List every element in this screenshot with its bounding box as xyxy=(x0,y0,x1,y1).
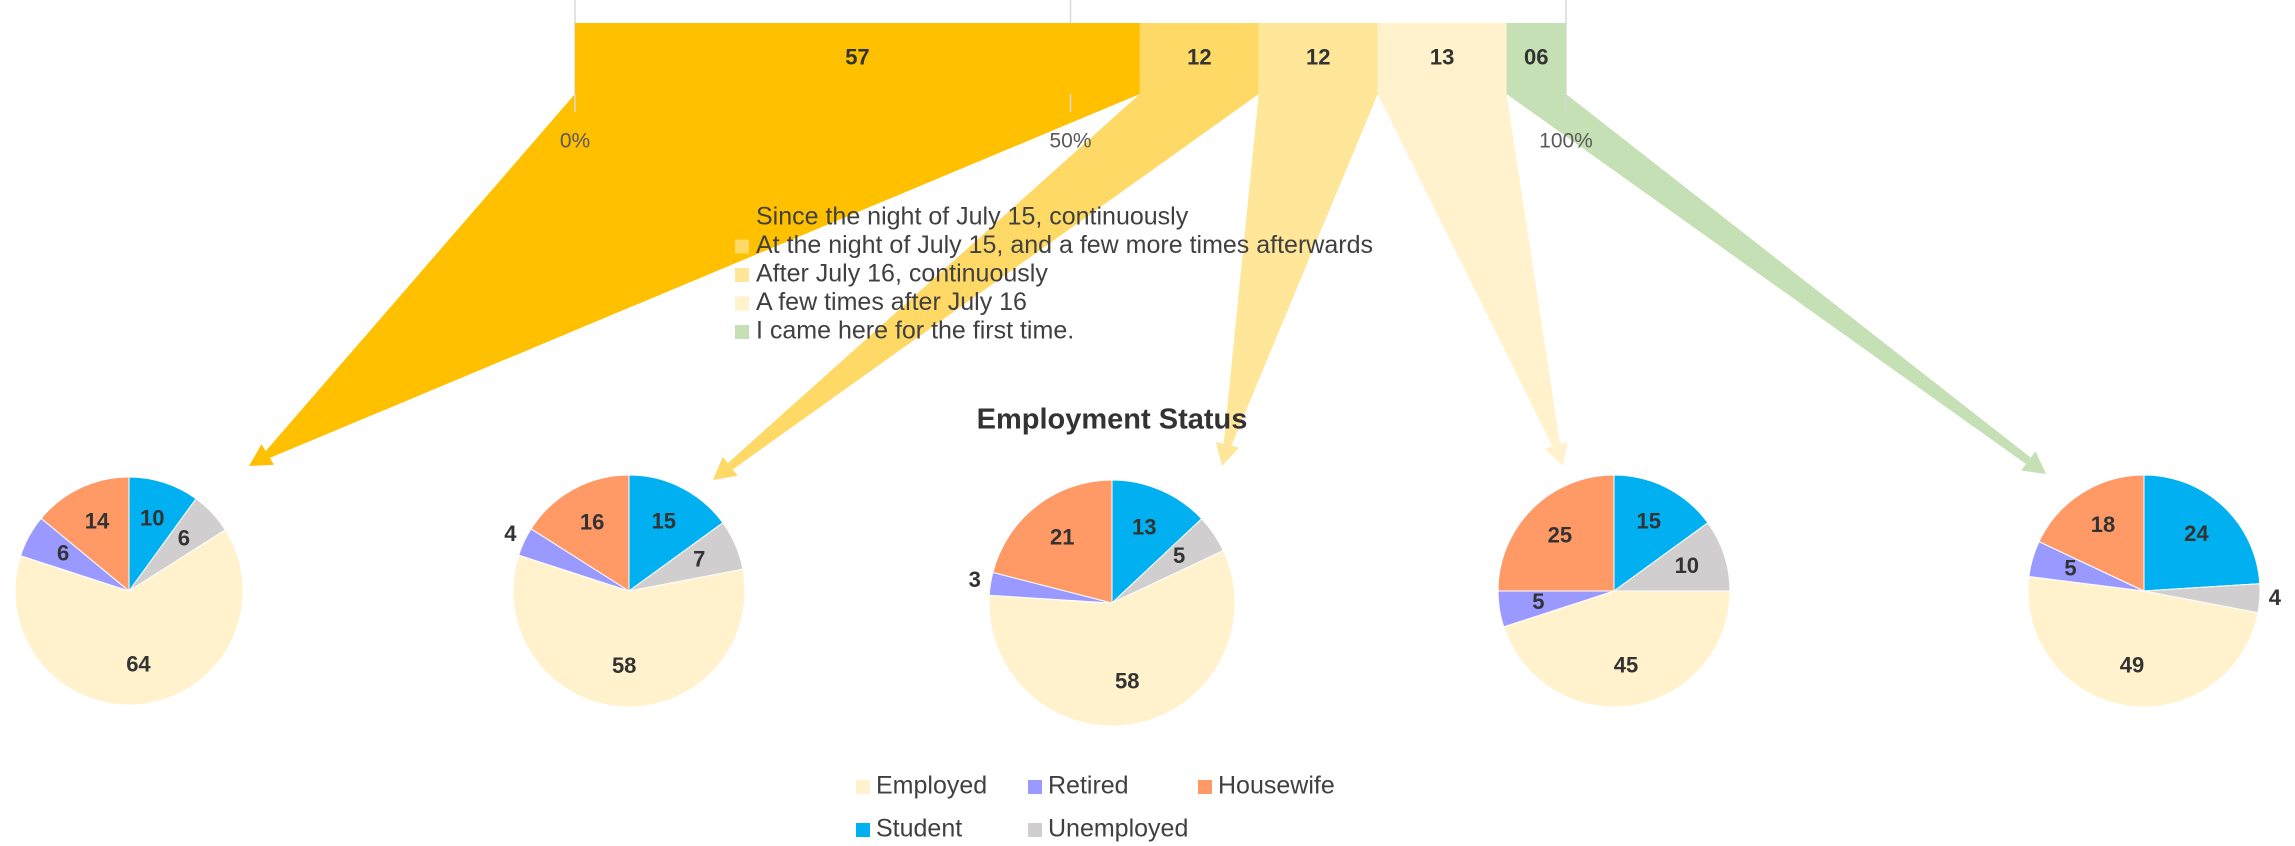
pie-value-label: 58 xyxy=(1115,669,1139,694)
legend-swatch xyxy=(1028,823,1042,837)
legend-swatch xyxy=(735,239,749,254)
pie-value-label: 6 xyxy=(178,525,190,550)
bar-value-label: 06 xyxy=(1524,44,1548,69)
chart-title: Employment Status xyxy=(977,404,1248,436)
pie-slice xyxy=(1613,474,1709,592)
arrow-head xyxy=(1544,441,1568,466)
pie-value-label: 45 xyxy=(1614,652,1638,677)
pie-value-label: 5 xyxy=(1532,589,1544,614)
arrow-shaft xyxy=(1506,94,2031,465)
bar-value-label: 12 xyxy=(1187,44,1211,69)
x-tick-label: 0% xyxy=(560,130,590,153)
pie-slice xyxy=(2143,474,2261,592)
pie-slice xyxy=(40,476,130,593)
legend-label: Since the night of July 15, continuously xyxy=(756,203,1189,231)
bar-segment xyxy=(1139,23,1259,94)
arrow-head xyxy=(249,444,275,466)
pie-value-label: 10 xyxy=(1675,553,1699,578)
arrow-shaft xyxy=(1377,94,1561,447)
pie-slice xyxy=(988,549,1236,727)
pie-value-label: 4 xyxy=(2269,585,2282,610)
pie-value-label: 6 xyxy=(57,541,69,566)
legend-swatch xyxy=(735,325,749,339)
legend-swatch xyxy=(856,780,870,794)
bar-segment xyxy=(575,23,1140,94)
legend-label: A few times after July 16 xyxy=(756,288,1027,316)
arrow-shaft xyxy=(265,94,1140,458)
pie-value-label: 5 xyxy=(1173,543,1185,568)
pie-value-label: 3 xyxy=(969,567,981,592)
bar-value-label: 57 xyxy=(845,44,869,69)
pie-slice xyxy=(628,474,724,592)
arrow-shaft xyxy=(1223,94,1378,446)
bar-segment xyxy=(1258,23,1378,94)
pie-value-label: 25 xyxy=(1548,523,1572,548)
pie-value-label: 15 xyxy=(1637,509,1661,534)
pie-value-label: 7 xyxy=(693,546,705,571)
legend-swatch xyxy=(1198,780,1212,794)
bar-value-label: 13 xyxy=(1430,44,1454,69)
legend-label: At the night of July 15, and a few more … xyxy=(756,231,1373,259)
legend-label: Student xyxy=(876,815,962,843)
pie-value-label: 5 xyxy=(2064,555,2076,580)
legend-label: Housewife xyxy=(1218,772,1335,800)
legend-swatch xyxy=(856,823,870,837)
pie-slice xyxy=(1497,474,1615,592)
arrow-shaft xyxy=(727,94,1259,470)
pie-slice xyxy=(992,479,1113,604)
pie-slice xyxy=(14,529,244,706)
legend-label: After July 16, continuously xyxy=(756,260,1048,288)
pie-value-label: 18 xyxy=(2091,512,2115,537)
x-tick-label: 100% xyxy=(1539,130,1593,153)
pie-slice xyxy=(2027,575,2259,708)
legend-label: I came here for the first time. xyxy=(756,317,1074,345)
pie-slice xyxy=(512,554,746,708)
pie-value-label: 16 xyxy=(580,510,604,535)
x-tick-label: 50% xyxy=(1049,130,1091,153)
pie-value-label: 13 xyxy=(1132,514,1156,539)
arrows xyxy=(249,94,2046,480)
legend-swatch xyxy=(735,211,749,225)
pie-value-label: 24 xyxy=(2184,521,2209,546)
pie-value-label: 21 xyxy=(1050,525,1074,550)
bar-segment xyxy=(1377,23,1507,94)
pie-value-label: 10 xyxy=(140,505,164,530)
pie-slice xyxy=(1503,590,1731,708)
bar-segment xyxy=(1506,23,1566,94)
arrow-head xyxy=(2021,451,2046,474)
pie-value-label: 4 xyxy=(504,521,517,546)
legend-swatch xyxy=(735,296,749,311)
pie-value-label: 49 xyxy=(2120,652,2144,677)
arrow-head xyxy=(713,456,738,480)
bar-value-label: 12 xyxy=(1306,44,1330,69)
pie-value-label: 14 xyxy=(85,509,110,534)
pie-slice xyxy=(1111,479,1203,605)
legend-label: Employed xyxy=(876,772,987,800)
arrow-head xyxy=(1215,441,1240,466)
legend-label: Retired xyxy=(1048,772,1129,800)
legend-swatch xyxy=(735,268,749,282)
pie-value-label: 15 xyxy=(652,509,676,534)
legend-swatch xyxy=(1028,780,1042,794)
legend-label: Unemployed xyxy=(1048,815,1188,843)
pie-slice xyxy=(2038,474,2145,592)
pie-value-label: 64 xyxy=(126,651,151,676)
pie-slice xyxy=(128,476,197,593)
pie-value-label: 58 xyxy=(612,653,636,678)
pie-slice xyxy=(530,474,630,592)
pie-slice xyxy=(1612,522,1731,592)
